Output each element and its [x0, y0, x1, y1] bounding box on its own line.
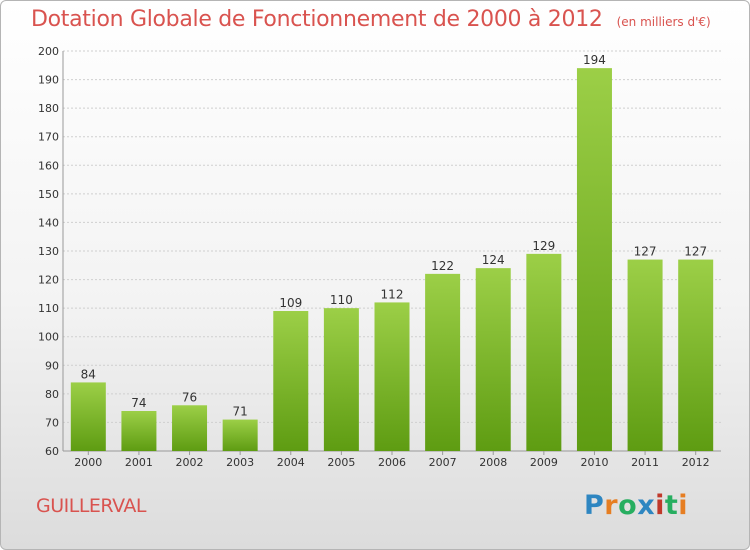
y-tick-label: 130	[38, 245, 59, 258]
data-label: 129	[532, 239, 555, 253]
commune-name: GUILLERVAL	[36, 495, 146, 517]
x-tick-labels: 2000 2001 2002 2003 2004 2005 2006 2007 2008 2009…	[74, 451, 710, 469]
unit-note: (en milliers d'€)	[616, 15, 711, 29]
y-tick-label: 140	[38, 216, 59, 229]
bar	[627, 259, 663, 451]
data-label: 194	[583, 53, 606, 67]
y-tick-labels: 60 70 80 90 100 110 120 130 140 150 160 170 180 190 20…	[38, 45, 59, 458]
data-label: 122	[431, 259, 454, 273]
bar	[70, 382, 106, 451]
logo-letter: r	[604, 490, 619, 521]
data-label: 124	[482, 253, 505, 267]
y-tick-label: 60	[45, 445, 59, 458]
y-tick-label: 180	[38, 102, 59, 115]
y-tick-label: 150	[38, 188, 59, 201]
bar	[576, 68, 612, 452]
y-tick-label: 70	[45, 416, 59, 429]
bar	[475, 268, 511, 451]
bar	[121, 411, 157, 451]
bar	[526, 253, 562, 451]
proxiti-logo: Proxiti	[584, 490, 688, 521]
data-label: 112	[381, 287, 404, 301]
data-label: 74	[131, 396, 146, 410]
bars	[70, 68, 714, 452]
x-tick-label: 2002	[176, 456, 204, 469]
logo-letter: x	[637, 490, 656, 521]
bar	[172, 405, 208, 451]
y-tick-label: 120	[38, 274, 59, 287]
y-tick-label: 90	[45, 359, 59, 372]
x-tick-label: 2005	[327, 456, 355, 469]
logo-letter: P	[584, 490, 605, 521]
chart-title: Dotation Globale de Fonctionnement de 20…	[31, 7, 711, 32]
x-tick-label: 2010	[580, 456, 608, 469]
x-tick-label: 2012	[682, 456, 710, 469]
bar	[273, 311, 309, 451]
y-tick-label: 200	[38, 45, 59, 58]
data-label: 71	[233, 405, 248, 419]
x-tick-label: 2008	[479, 456, 507, 469]
data-label: 84	[81, 367, 96, 381]
x-tick-label: 2011	[631, 456, 659, 469]
y-tick-label: 190	[38, 74, 59, 87]
x-tick-label: 2001	[125, 456, 153, 469]
data-label: 127	[634, 245, 657, 259]
x-tick-label: 2004	[277, 456, 305, 469]
y-tick-label: 160	[38, 159, 59, 172]
x-tick-label: 2007	[429, 456, 457, 469]
y-tick-label: 110	[38, 302, 59, 315]
logo-letter: o	[618, 490, 638, 521]
data-label: 127	[684, 245, 707, 259]
bar	[222, 419, 258, 451]
x-tick-label: 2006	[378, 456, 406, 469]
bar	[425, 273, 461, 451]
y-tick-label: 170	[38, 131, 59, 144]
logo-letter: i	[655, 490, 665, 521]
y-tick-label: 80	[45, 388, 59, 401]
data-labels: 84 74 76 71 109 110 112 122 124 129 194 127 127	[81, 53, 707, 418]
bar	[678, 259, 714, 451]
y-tick-label: 100	[38, 331, 59, 344]
logo-letter: i	[678, 490, 689, 521]
data-label: 110	[330, 293, 353, 307]
x-tick-label: 2003	[226, 456, 254, 469]
x-tick-label: 2000	[74, 456, 102, 469]
logo-letter: t	[664, 490, 679, 521]
x-tick-label: 2009	[530, 456, 558, 469]
data-label: 76	[182, 390, 197, 404]
chart-title-text: Dotation Globale de Fonctionnement de 20…	[31, 7, 603, 32]
bar	[374, 302, 410, 451]
data-label: 109	[279, 296, 302, 310]
bar	[323, 308, 359, 451]
